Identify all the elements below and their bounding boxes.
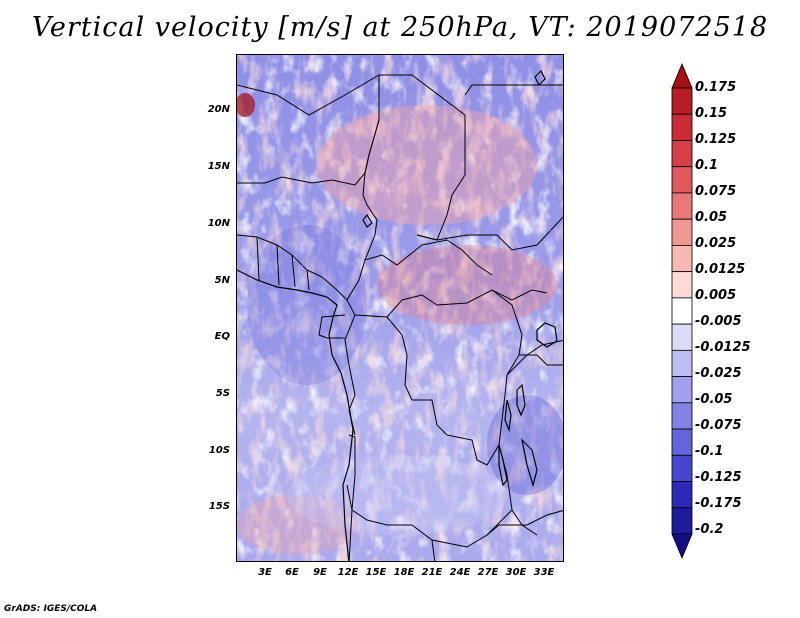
lon-label-6e: 6E [285,567,299,578]
coastlines [237,69,558,561]
colorbar-label: 0.0125 [695,262,746,277]
colorbar-label: 0.125 [695,132,737,147]
colorbar-segment [671,349,693,377]
lon-label-3e: 3E [258,567,272,578]
colorbar-label: 0.15 [695,106,728,121]
colorbar-segment [671,271,693,299]
colorbar-label: 0.05 [695,210,728,225]
lon-label-24e: 24E [449,567,471,578]
country-boundaries [237,74,563,561]
lon-label-9e: 9E [313,567,327,578]
downward-region-south [287,455,507,535]
colorbar-segment [671,218,693,246]
strong-upward-spot [237,93,255,117]
lat-label-20n: 20N [207,104,230,115]
colorbar-label: -0.1 [695,444,724,459]
field-texture [237,55,563,561]
colorbar-segment [671,62,693,89]
colorbar-segment [671,140,693,168]
colorbar-segment [671,402,693,430]
colorbar-label: -0.175 [695,496,742,511]
colorbar-segment [671,113,693,141]
lat-label-10s: 10S [208,445,230,456]
lon-label-27e: 27E [477,567,499,578]
colorbar-label: 0.005 [695,288,737,303]
colorbar [671,62,693,560]
lon-label-18e: 18E [393,567,415,578]
colorbar-label: 0.175 [695,80,737,95]
colorbar-segment [671,297,693,325]
colorbar-segment [671,166,693,194]
colorbar-segment [671,428,693,456]
colorbar-segment [671,376,693,404]
upward-region-central [377,245,557,325]
colorbar-segment [671,323,693,351]
lat-label-eq: EQ [214,331,230,342]
downward-region-west [247,225,367,385]
colorbar-label: -0.0125 [695,340,751,355]
colorbar-segment [671,481,693,509]
lon-label-33e: 33E [533,567,555,578]
footer-credit: GrADS: IGES/COLA [4,604,98,614]
colorbar-label: -0.025 [695,366,742,381]
upward-region-sahara [317,105,537,225]
map-panel [236,54,564,562]
upward-region-sw [237,495,357,555]
colorbar-segment [671,533,693,560]
lat-label-15s: 15S [208,501,230,512]
colorbar-segment [671,507,693,535]
colorbar-segment [671,245,693,273]
lat-label-15n: 15N [207,161,230,172]
colorbar-label: 0.1 [695,158,719,173]
lat-label-5n: 5N [214,275,230,286]
lon-label-21e: 21E [421,567,443,578]
colorbar-label: 0.075 [695,184,737,199]
colorbar-segment [671,454,693,482]
colorbar-label: -0.2 [695,522,724,537]
lon-label-12e: 12E [337,567,359,578]
plot-title: Vertical velocity [m/s] at 250hPa, VT: 2… [31,12,769,43]
colorbar-label: -0.075 [695,418,742,433]
lat-label-10n: 10N [207,218,230,229]
lon-label-30e: 30E [505,567,527,578]
colorbar-label: 0.025 [695,236,737,251]
lat-label-5s: 5S [215,388,230,399]
colorbar-label: -0.005 [695,314,742,329]
lon-label-15e: 15E [365,567,387,578]
colorbar-label: -0.05 [695,392,733,407]
vertical-velocity-field [237,55,563,561]
colorbar-segment [671,87,693,115]
colorbar-label: -0.125 [695,470,742,485]
colorbar-segment [671,192,693,220]
